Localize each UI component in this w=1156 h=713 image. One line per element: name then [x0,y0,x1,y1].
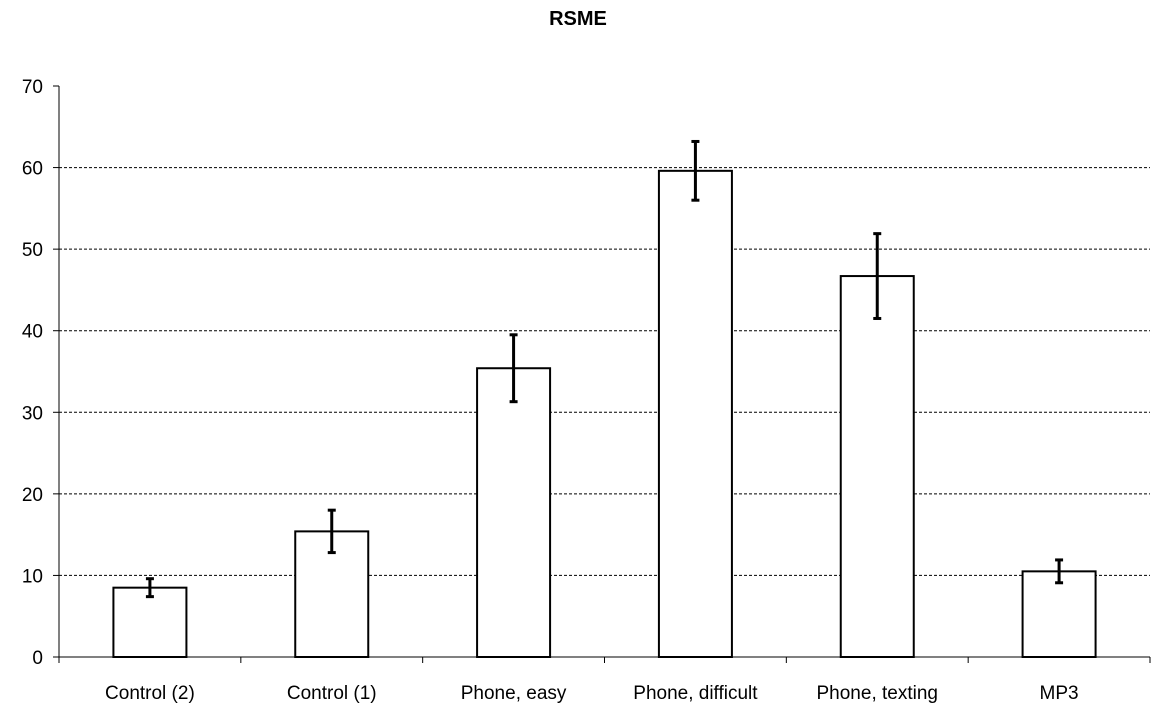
y-tick-label: 40 [22,322,43,343]
x-category-label: Phone, easy [461,683,567,704]
y-tick-label: 30 [22,403,43,424]
bar [839,275,915,658]
x-category-label: Control (2) [105,683,195,704]
y-tick-label: 50 [22,240,43,261]
x-category-label: MP3 [1040,683,1079,704]
x-category-label: Phone, texting [817,683,938,704]
y-tick-label: 10 [22,566,43,587]
chart-title: RSME [549,8,607,30]
y-tick-label: 70 [22,77,43,98]
bar [657,169,733,658]
y-tick-label: 0 [32,648,43,669]
bar [112,586,188,659]
bar [1021,570,1097,658]
bar [476,367,552,658]
y-tick-label: 20 [22,485,43,506]
x-category-label: Control (1) [287,683,377,704]
y-tick-label: 60 [22,159,43,180]
x-category-label: Phone, difficult [633,683,758,704]
